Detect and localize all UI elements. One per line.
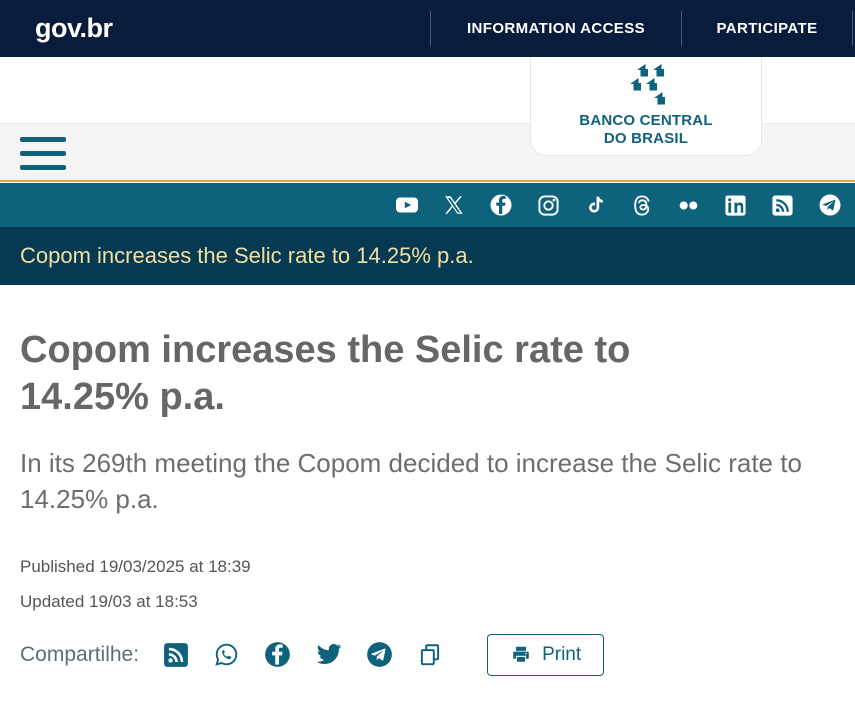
share-rss-icon[interactable] <box>163 642 189 668</box>
share-label: Compartilhe: <box>20 642 140 666</box>
printer-icon <box>510 644 532 666</box>
share-row: Compartilhe: Print <box>20 633 835 676</box>
bcb-logo-mark-icon <box>622 63 670 112</box>
youtube-icon[interactable] <box>395 193 419 217</box>
govbr-logo[interactable]: gov.br <box>35 13 113 43</box>
bcb-name-line1: BANCO CENTRAL <box>579 112 713 129</box>
article-content: Copom increases the Selic rate to 14.25%… <box>0 327 855 676</box>
telegram-icon[interactable] <box>818 193 842 217</box>
social-media-bar <box>0 183 855 227</box>
bcb-logo[interactable]: BANCO CENTRAL DO BRASIL <box>530 57 762 156</box>
band-title: Copom increases the Selic rate to 14.25%… <box>20 243 474 268</box>
page-title-band: Copom increases the Selic rate to 14.25%… <box>0 227 855 285</box>
print-button-label: Print <box>542 643 582 665</box>
tiktok-icon[interactable] <box>584 194 606 216</box>
share-telegram-icon[interactable] <box>366 641 393 668</box>
share-twitter-icon[interactable] <box>315 641 342 668</box>
instagram-icon[interactable] <box>537 194 560 217</box>
participate-link[interactable]: PARTICIPATE <box>681 11 852 46</box>
flickr-icon[interactable] <box>677 194 700 217</box>
topbar-divider <box>852 11 855 46</box>
topbar-nav: INFORMATION ACCESS PARTICIPATE <box>430 0 855 57</box>
site-header: BANCO CENTRAL DO BRASIL <box>0 57 855 183</box>
threads-icon[interactable] <box>630 194 653 217</box>
x-twitter-icon[interactable] <box>443 194 465 216</box>
govbr-topbar: gov.br INFORMATION ACCESS PARTICIPATE <box>0 0 855 57</box>
facebook-icon[interactable] <box>489 193 513 217</box>
share-copy-icon[interactable] <box>417 642 443 668</box>
linkedin-icon[interactable] <box>724 194 747 217</box>
share-whatsapp-icon[interactable] <box>213 641 240 668</box>
information-access-link[interactable]: INFORMATION ACCESS <box>430 11 681 46</box>
bcb-name-line2: DO BRASIL <box>603 130 689 147</box>
updated-date: Updated 19/03 at 18:53 <box>20 591 198 611</box>
article-subtitle: In its 269th meeting the Copom decided t… <box>20 448 802 514</box>
hamburger-menu-icon[interactable] <box>20 137 66 170</box>
share-facebook-icon[interactable] <box>264 641 291 668</box>
article-title: Copom increases the Selic rate to 14.25%… <box>20 329 631 418</box>
published-date: Published 19/03/2025 at 18:39 <box>20 556 251 576</box>
rss-icon[interactable] <box>771 194 794 217</box>
print-button[interactable]: Print <box>487 633 605 676</box>
